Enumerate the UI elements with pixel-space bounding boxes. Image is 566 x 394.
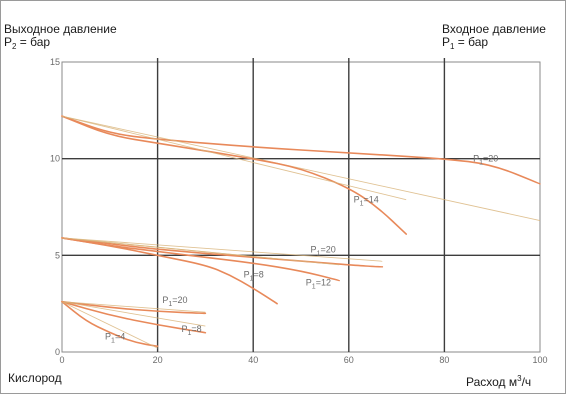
series-label-7: P1=4 [105,332,125,345]
series-line-1 [61,115,407,235]
y-tick-label: 10 [50,154,60,164]
series-line-5 [61,300,207,315]
tick-labels: 0 20 40 60 80 100 0 5 10 15 [50,57,548,365]
series-tangent-7 [61,301,158,349]
outlet-pressure-axis-label: Выходное давление P2 = бар [4,23,117,53]
series-label-6: P1=8 [182,324,202,337]
outlet-pressure-title: Выходное давление [4,22,117,36]
series-tangent-4 [61,237,278,260]
series-line-7 [61,300,159,348]
series-tangent-6 [61,301,206,327]
outlet-pressure-formula: P2 = бар [4,35,51,52]
series-label-0: P1=20 [473,154,498,167]
series-line-6 [61,300,207,334]
series-label-1: P1=14 [354,194,379,207]
x-tick-label: 60 [344,355,354,365]
x-tick-label: 20 [153,355,163,365]
y-tick-label: 0 [55,347,60,357]
x-tick-label: 100 [532,355,547,365]
gas-type-label: Кислород [8,371,62,385]
series-curves [61,115,541,349]
series-tangent-5 [61,301,206,313]
series-line-4 [61,237,278,305]
series-tangent-1 [61,115,407,201]
series-tangent-2 [61,237,383,262]
x-tick-label: 40 [248,355,258,365]
series-label-4: P1=8 [244,270,264,283]
series-line-2 [61,237,384,268]
series-label-3: P1=12 [306,277,331,290]
inlet-pressure-title: Входное давление [442,22,546,36]
grid-lines [62,58,540,352]
x-tick-label: 0 [59,355,64,365]
x-tick-label: 80 [439,355,449,365]
series-label-2: P1=20 [311,245,336,258]
y-tick-label: 5 [55,250,60,260]
y-tick-label: 15 [50,57,60,67]
plot-background [61,61,541,353]
series-labels: P1=20 P1=14 P1=20 P1=12 P1=8 P1=20 P1=8 P1=4 [105,154,498,345]
plot-area [61,61,541,353]
inlet-pressure-formula: P1 = бар [442,35,489,52]
series-line-0 [61,115,541,185]
x-axis-label: Расход м3/ч [466,374,532,389]
inlet-pressure-axis-label: Входное давление P1 = бар [442,23,546,53]
series-tangent-0 [61,115,541,221]
series-label-5: P1=20 [162,295,187,308]
